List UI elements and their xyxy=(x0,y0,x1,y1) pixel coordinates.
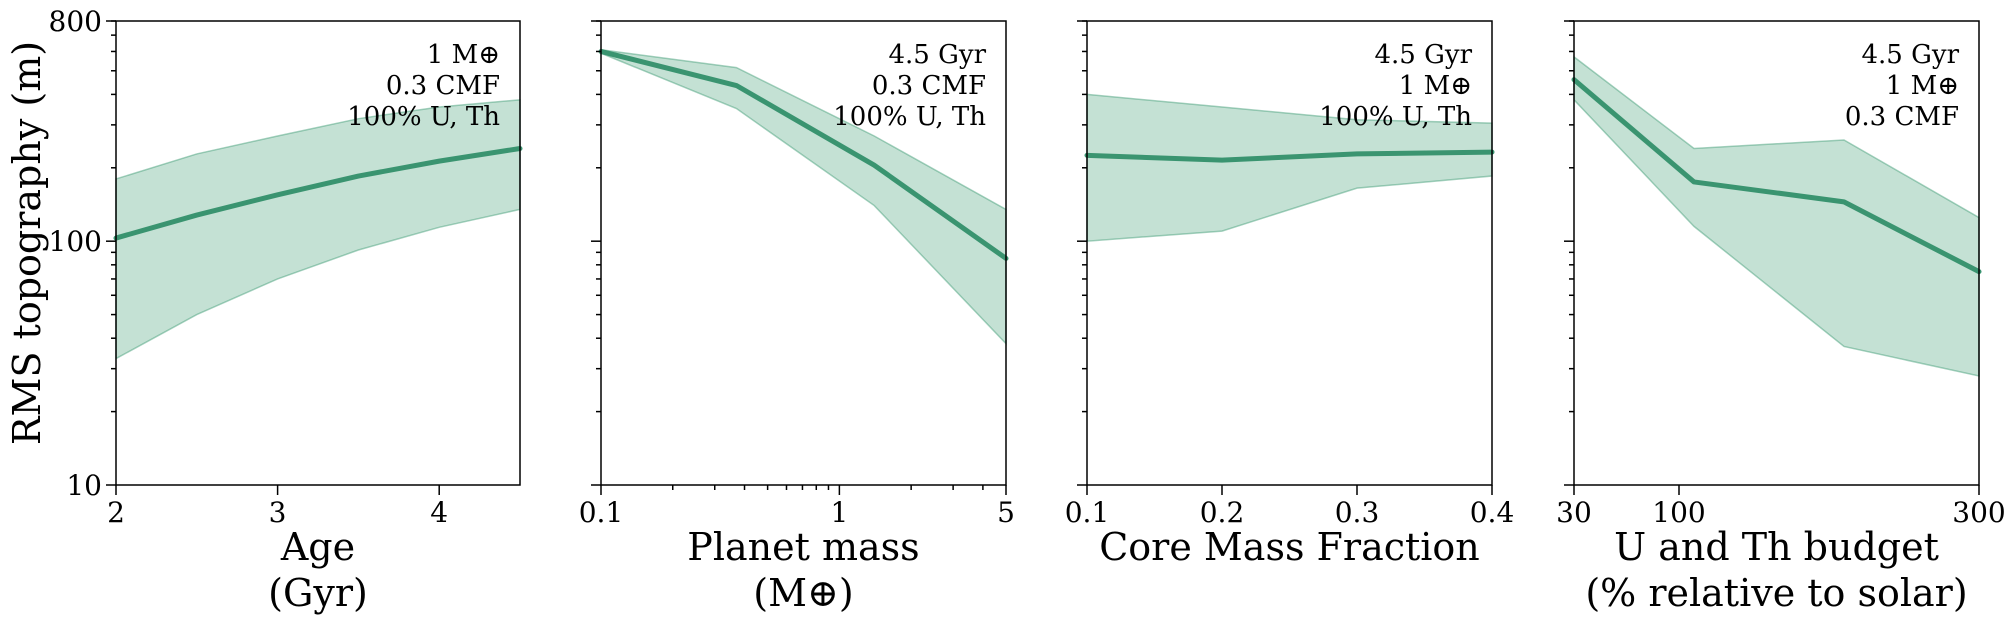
annotation-line: 100% U, Th xyxy=(833,102,986,132)
x-axis-label-units: (M⊕) xyxy=(753,571,853,615)
x-tick-label: 300 xyxy=(1952,496,2005,529)
x-axis-label: Age xyxy=(280,525,355,569)
annotation-line: 0.3 CMF xyxy=(872,71,986,101)
y-axis-label: RMS topography (m) xyxy=(5,41,49,445)
x-axis-label: U and Th budget xyxy=(1614,525,1939,569)
median-line xyxy=(1571,77,1982,275)
x-tick-label: 5 xyxy=(997,496,1015,529)
panel-4: 30 100 300 U and Th budget(% relative to so… xyxy=(1556,20,2006,615)
uncertainty-band xyxy=(115,99,521,360)
annotation-line: 4.5 Gyr xyxy=(1375,40,1473,70)
annotation-line: 1 M⊕ xyxy=(427,40,500,70)
x-tick-label: 0.3 xyxy=(1335,496,1380,529)
x-tick-label: 4 xyxy=(430,496,448,529)
annotation-line: 4.5 Gyr xyxy=(889,40,987,70)
y-tick-label: 100 xyxy=(49,225,102,258)
x-tick-label: 100 xyxy=(1652,496,1705,529)
x-tick-label: 3 xyxy=(269,496,287,529)
annotation-line: 4.5 Gyr xyxy=(1862,40,1960,70)
x-tick-label: 0.2 xyxy=(1200,496,1245,529)
x-tick-label: 0.4 xyxy=(1470,496,1515,529)
annotation-line: 0.3 CMF xyxy=(1845,102,1959,132)
x-axis-label-units: (% relative to solar) xyxy=(1585,571,1967,615)
median-line xyxy=(598,48,1009,261)
median-line xyxy=(113,145,523,241)
y-tick-label: 800 xyxy=(49,5,102,38)
x-axis-label: Planet mass xyxy=(687,525,919,569)
annotation-line: 100% U, Th xyxy=(1319,102,1472,132)
x-axis-label: Core Mass Fraction xyxy=(1099,525,1480,569)
x-tick-label: 0.1 xyxy=(1065,496,1110,529)
annotation-line: 1 M⊕ xyxy=(1886,71,1959,101)
x-tick-label: 1 xyxy=(830,496,848,529)
annotation-line: 100% U, Th xyxy=(347,102,500,132)
x-tick-label: 2 xyxy=(107,496,125,529)
x-axis-label-units: (Gyr) xyxy=(268,571,368,615)
x-tick-label: 30 xyxy=(1556,496,1592,529)
annotation-line: 1 M⊕ xyxy=(1399,71,1472,101)
median-line xyxy=(1084,149,1495,163)
y-tick-label: 10 xyxy=(66,469,102,502)
x-tick-label: 0.1 xyxy=(579,496,624,529)
annotation-line: 0.3 CMF xyxy=(386,71,500,101)
